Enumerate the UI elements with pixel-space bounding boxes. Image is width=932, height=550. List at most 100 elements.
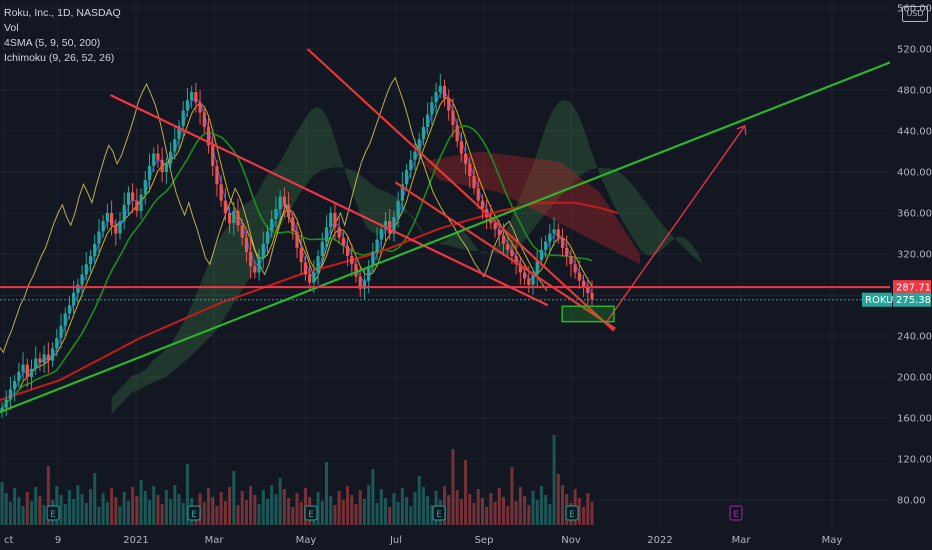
legend-ichimoku[interactable]: Ichimoku (9, 26, 52, 26) bbox=[4, 52, 115, 64]
candle-body bbox=[573, 264, 577, 273]
candle-body bbox=[76, 284, 80, 293]
resistance-tag-bg bbox=[893, 280, 931, 295]
earnings-marker: E bbox=[565, 505, 579, 521]
candle-body bbox=[227, 213, 232, 224]
volume-bar bbox=[413, 492, 417, 525]
legend-sma[interactable]: 4SMA (5, 9, 50, 200) bbox=[4, 37, 101, 49]
volume-bar bbox=[13, 488, 17, 525]
time-axis[interactable]: ct 9 2021 Mar May Jul Sep Nov 2022 Mar May bbox=[0, 530, 932, 550]
volume-bar bbox=[270, 485, 274, 525]
volume-bar bbox=[582, 507, 586, 525]
price-tick-label: 360.00 bbox=[897, 209, 932, 220]
candle-body bbox=[21, 364, 25, 372]
volume-bar bbox=[34, 487, 38, 525]
volume-bar bbox=[472, 503, 476, 525]
volume-bar bbox=[76, 485, 80, 525]
volume-bar bbox=[350, 495, 354, 525]
price-axis[interactable]: 80.00120.00160.00200.00240.00280.00320.0… bbox=[862, 0, 932, 530]
volume-bar bbox=[320, 501, 324, 525]
volume-bar bbox=[586, 493, 590, 525]
volume-bar bbox=[392, 493, 396, 525]
candle-body bbox=[215, 165, 219, 185]
candle-body bbox=[434, 92, 438, 103]
candle-body bbox=[190, 92, 194, 101]
candle-body bbox=[13, 381, 17, 390]
earnings-marker: E bbox=[187, 505, 201, 521]
price-tick-label: 200.00 bbox=[897, 373, 932, 384]
candle-body bbox=[577, 272, 581, 281]
candle-body bbox=[506, 243, 510, 250]
candle-body bbox=[67, 305, 72, 314]
candle-body bbox=[383, 221, 388, 230]
volume-bar bbox=[38, 496, 42, 525]
candle-body bbox=[126, 192, 131, 205]
candle-body bbox=[421, 126, 426, 140]
volume-bar bbox=[497, 488, 501, 525]
volume-bar bbox=[548, 504, 552, 525]
candle-body bbox=[249, 251, 253, 267]
candle-body bbox=[253, 266, 257, 273]
candle-body bbox=[430, 102, 434, 115]
volume-bar bbox=[489, 493, 493, 525]
cloud-area bbox=[111, 100, 702, 414]
trend-line-1 bbox=[306, 48, 615, 332]
candle-body bbox=[463, 153, 468, 164]
volume-bar bbox=[261, 490, 265, 525]
currency-badge[interactable]: USD bbox=[902, 6, 928, 22]
candle-body bbox=[63, 313, 67, 326]
volume-bar bbox=[354, 504, 358, 525]
volume-bar bbox=[468, 494, 472, 525]
earnings-marker-box bbox=[729, 505, 743, 521]
candle-body bbox=[135, 200, 139, 211]
last-price-tag-bg bbox=[893, 292, 931, 307]
candle-body bbox=[548, 233, 552, 242]
volume-bar bbox=[223, 501, 227, 525]
time-tick-label: ct bbox=[4, 535, 13, 546]
volume-bar bbox=[110, 488, 114, 525]
price-axis-bg bbox=[890, 0, 932, 530]
earnings-marker-label: E bbox=[436, 510, 442, 520]
candle-body bbox=[29, 368, 34, 377]
volume-bar bbox=[502, 497, 505, 525]
drawing-tools[interactable] bbox=[0, 48, 920, 420]
candle-body bbox=[211, 145, 215, 166]
candle-body bbox=[442, 85, 447, 99]
time-tick-label: Mar bbox=[732, 535, 752, 546]
candle-body bbox=[261, 243, 265, 259]
legend-symbol[interactable]: Roku, Inc., 1D, NASDAQ bbox=[4, 7, 121, 19]
candle-body bbox=[527, 278, 531, 285]
candle-body bbox=[282, 196, 286, 205]
candle-body bbox=[476, 188, 480, 201]
candle-body bbox=[72, 292, 76, 306]
candle-body bbox=[278, 196, 282, 209]
volume-bar bbox=[80, 494, 84, 525]
volume-bar bbox=[169, 499, 173, 525]
legend-volume[interactable]: Vol bbox=[4, 22, 19, 34]
candle-body bbox=[88, 256, 93, 265]
time-tick-label: Mar bbox=[205, 535, 225, 546]
candle-body bbox=[404, 169, 409, 185]
volume-bar bbox=[577, 498, 581, 525]
volume-bar bbox=[367, 485, 371, 525]
candle-body bbox=[417, 139, 421, 152]
candle-body bbox=[202, 112, 206, 127]
candle-body bbox=[38, 358, 42, 363]
volume-bar bbox=[405, 497, 409, 525]
volume-bar bbox=[514, 501, 518, 525]
volume-bar bbox=[240, 491, 244, 525]
volume-bar bbox=[278, 478, 282, 525]
candle-body bbox=[299, 247, 303, 263]
volume-bar bbox=[25, 492, 29, 525]
volume-bar bbox=[451, 449, 455, 525]
price-tick-label: 520.00 bbox=[897, 45, 932, 56]
volume-bar bbox=[346, 486, 350, 525]
candle-body bbox=[455, 124, 459, 142]
volume-bar bbox=[531, 491, 535, 525]
candle-body bbox=[539, 249, 544, 261]
price-tick-label: 400.00 bbox=[897, 168, 932, 179]
candle-body bbox=[168, 151, 173, 164]
candle-body bbox=[4, 399, 8, 408]
candle-body bbox=[426, 114, 430, 127]
